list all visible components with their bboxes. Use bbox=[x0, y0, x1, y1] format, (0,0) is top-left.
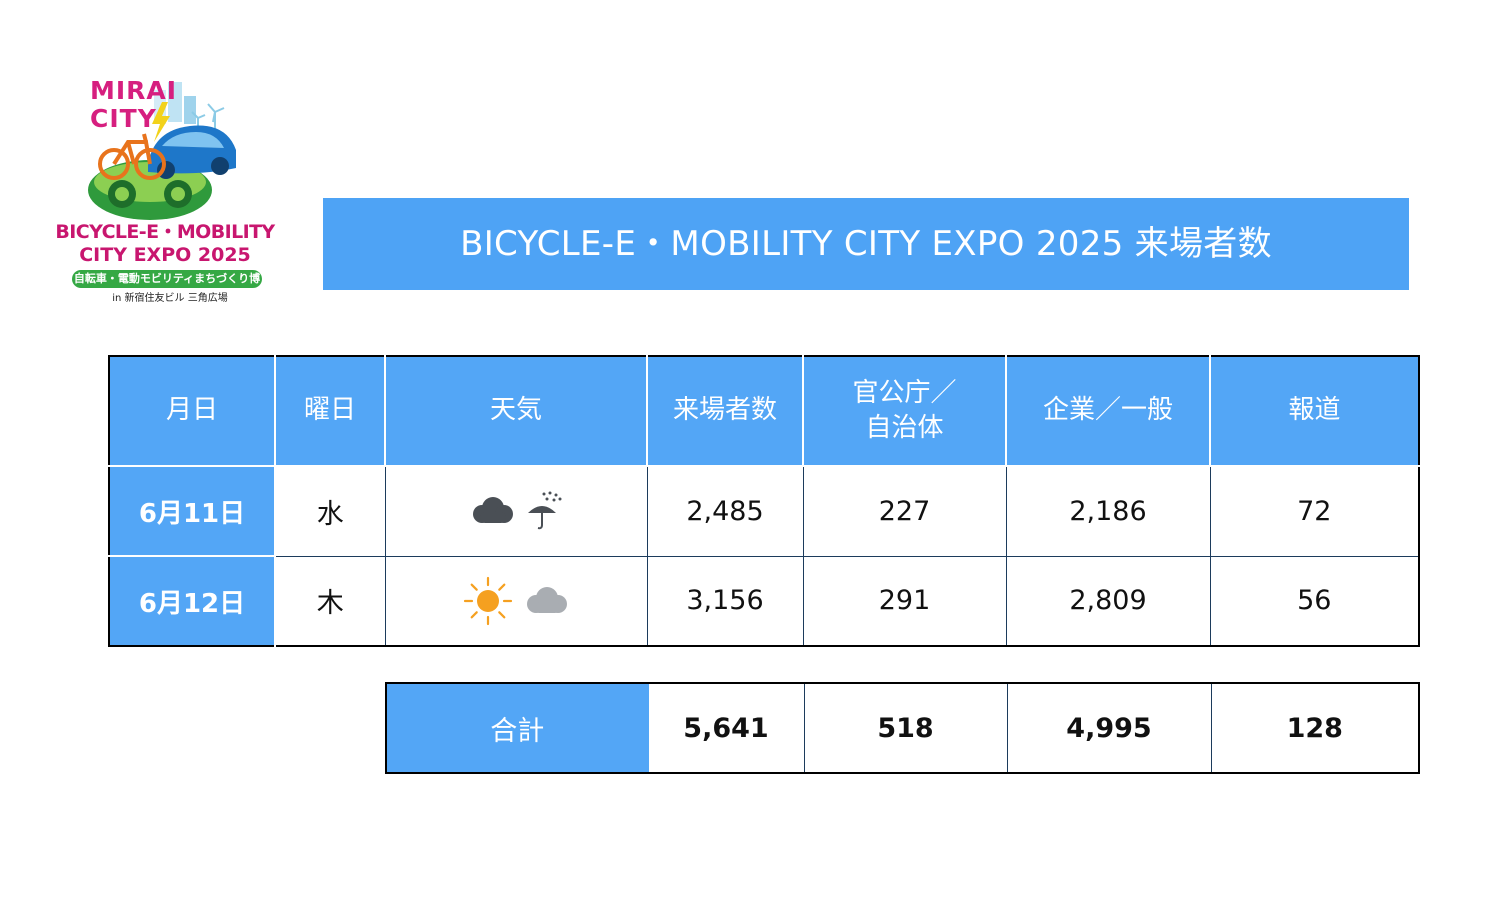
row-government: 291 bbox=[802, 555, 1007, 646]
logo-illustration-icon bbox=[88, 82, 236, 220]
row-press: 72 bbox=[1209, 465, 1420, 557]
header-press: 報道 bbox=[1209, 356, 1419, 467]
attendance-table: 月日 曜日 天気 来場者数 官公庁／ 自治体 企業／一般 報道 6月11日 水 bbox=[108, 355, 1420, 647]
cloud-icon bbox=[527, 586, 567, 613]
totals-government: 518 bbox=[803, 682, 1008, 774]
row-weather bbox=[384, 555, 648, 646]
row-day: 水 bbox=[274, 465, 386, 557]
row-weather bbox=[384, 465, 648, 557]
row-visitors: 3,156 bbox=[646, 555, 804, 646]
row-date: 6月11日 bbox=[109, 465, 276, 557]
umbrella-rain-icon bbox=[528, 491, 562, 530]
logo-title-line2: CITY EXPO 2025 bbox=[79, 244, 251, 266]
row-day: 木 bbox=[274, 555, 386, 646]
totals-press: 128 bbox=[1210, 682, 1420, 774]
logo-mirai-text: MIRAI bbox=[90, 76, 178, 105]
header-weather: 天気 bbox=[384, 356, 648, 467]
header-government: 官公庁／ 自治体 bbox=[802, 356, 1007, 467]
totals-label: 合計 bbox=[385, 682, 649, 774]
row-corporate: 2,186 bbox=[1005, 465, 1211, 557]
expo-logo: MIRAI CITY BICYCLE-E・MOBILITY CITY EXPO … bbox=[50, 72, 290, 312]
row-visitors: 2,485 bbox=[646, 465, 804, 557]
header-corporate: 企業／一般 bbox=[1005, 356, 1211, 467]
totals-visitors: 5,641 bbox=[647, 682, 805, 774]
page-title: BICYCLE-E・MOBILITY CITY EXPO 2025 来場者数 bbox=[323, 198, 1409, 290]
logo-title-line1: BICYCLE-E・MOBILITY bbox=[55, 221, 275, 243]
table-row: 6月11日 水 2,485 227 2,186 72 bbox=[109, 465, 1420, 557]
row-government: 227 bbox=[802, 465, 1007, 557]
row-press: 56 bbox=[1209, 555, 1420, 646]
cloud-icon bbox=[473, 497, 513, 524]
table-header-row: 月日 曜日 天気 来場者数 官公庁／ 自治体 企業／一般 報道 bbox=[109, 356, 1419, 467]
totals-row: 合計 5,641 518 4,995 128 bbox=[385, 682, 1420, 774]
logo-venue-text: in 新宿住友ビル 三角広場 bbox=[112, 293, 228, 304]
header-visitors: 来場者数 bbox=[646, 356, 804, 467]
totals-table: 合計 5,641 518 4,995 128 bbox=[385, 682, 1420, 774]
row-corporate: 2,809 bbox=[1005, 555, 1211, 646]
logo-subtitle-badge: 自転車・電動モビリティまちづくり博 bbox=[72, 270, 262, 288]
row-date: 6月12日 bbox=[109, 555, 276, 646]
header-date: 月日 bbox=[109, 356, 276, 467]
table-row: 6月12日 木 3,156 291 2,809 bbox=[109, 555, 1420, 646]
header-day: 曜日 bbox=[274, 356, 386, 467]
logo-city-text: CITY bbox=[90, 104, 157, 133]
totals-corporate: 4,995 bbox=[1006, 682, 1212, 774]
sun-icon bbox=[463, 576, 513, 625]
